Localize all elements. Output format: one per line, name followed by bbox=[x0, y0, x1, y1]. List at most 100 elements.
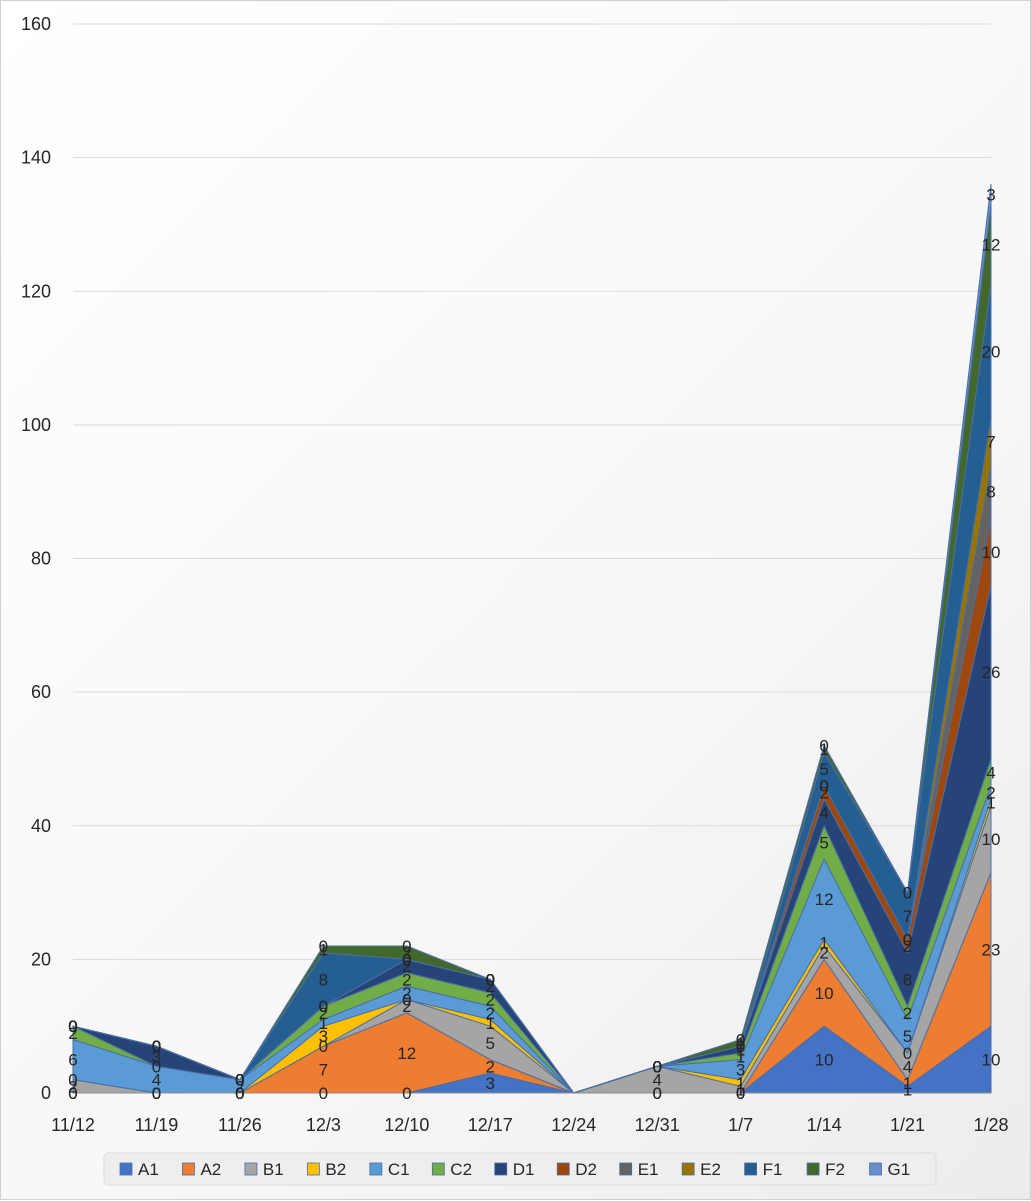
data-label-E1: 0 bbox=[402, 950, 411, 969]
data-label-E2: 0 bbox=[652, 1057, 661, 1076]
data-label-D1: 2 bbox=[486, 977, 495, 996]
legend: A1 A2 B1 B2 C1 C2 D1 D2 E1 E2 F1 F2 G1 bbox=[103, 1152, 937, 1186]
data-label-D1: 0 bbox=[319, 997, 328, 1016]
data-label-C1: 12 bbox=[815, 890, 834, 909]
data-label-F2: 0 bbox=[152, 1037, 161, 1056]
data-label-F1: 0 bbox=[736, 1037, 745, 1056]
data-label-F1: 0 bbox=[152, 1037, 161, 1056]
data-label-D2: 0 bbox=[736, 1037, 745, 1056]
data-label-C1: 5 bbox=[903, 1027, 912, 1046]
x-tick-label: 12/17 bbox=[468, 1115, 513, 1135]
data-label-D2: 10 bbox=[982, 543, 1001, 562]
legend-swatch-F1 bbox=[744, 1162, 758, 1176]
data-label-B1: 0 bbox=[152, 1084, 161, 1103]
data-label-C2: 0 bbox=[235, 1071, 244, 1090]
data-label-G1: 0 bbox=[235, 1071, 244, 1090]
data-label-B2: 3 bbox=[319, 1027, 328, 1046]
data-label-F2: 1 bbox=[319, 940, 328, 959]
data-label-C2: 2 bbox=[903, 1004, 912, 1023]
x-tick-label: 12/10 bbox=[384, 1115, 429, 1135]
x-tick-label: 12/24 bbox=[551, 1115, 596, 1135]
data-label-D1: 8 bbox=[903, 970, 912, 989]
data-label-A1: 0 bbox=[68, 1084, 77, 1103]
data-label-F2: 1 bbox=[736, 1034, 745, 1053]
data-label-F1: 0 bbox=[402, 950, 411, 969]
data-label-E1: 8 bbox=[986, 483, 995, 502]
data-label-E2: 0 bbox=[402, 950, 411, 969]
data-label-G1: 0 bbox=[903, 884, 912, 903]
data-label-F1: 7 bbox=[903, 907, 912, 926]
data-label-A2: 7 bbox=[319, 1061, 328, 1080]
data-label-E1: 0 bbox=[235, 1071, 244, 1090]
legend-swatch-E1 bbox=[619, 1162, 633, 1176]
data-label-G1: 3 bbox=[986, 185, 995, 204]
legend-swatch-A1 bbox=[119, 1162, 133, 1176]
legend-swatch-F2 bbox=[806, 1162, 820, 1176]
data-label-A2: 1 bbox=[903, 1074, 912, 1093]
data-label-G1: 0 bbox=[319, 937, 328, 956]
legend-label-D2: D2 bbox=[575, 1160, 597, 1179]
data-label-C1: 3 bbox=[736, 1061, 745, 1080]
data-label-E1: 0 bbox=[652, 1057, 661, 1076]
data-label-B1: 4 bbox=[903, 1057, 912, 1076]
data-label-A2: 23 bbox=[982, 940, 1001, 959]
data-label-B1: 2 bbox=[402, 997, 411, 1016]
data-label-A2: 0 bbox=[68, 1084, 77, 1103]
data-label-B2: 1 bbox=[819, 934, 828, 953]
data-label-E1: 0 bbox=[68, 1017, 77, 1036]
data-label-E2: 0 bbox=[235, 1071, 244, 1090]
data-label-C1: 2 bbox=[986, 783, 995, 802]
data-label-A2: 0 bbox=[152, 1084, 161, 1103]
data-label-D1: 3 bbox=[152, 1047, 161, 1066]
data-label-E2: 0 bbox=[819, 777, 828, 796]
gridlines bbox=[73, 23, 991, 960]
data-label-B1: 10 bbox=[982, 830, 1001, 849]
data-label-D2: 0 bbox=[652, 1057, 661, 1076]
data-label-F1: 8 bbox=[319, 970, 328, 989]
data-label-G1: 0 bbox=[402, 937, 411, 956]
data-label-G1: 0 bbox=[486, 970, 495, 989]
data-label-B2: 0 bbox=[652, 1057, 661, 1076]
legend-box bbox=[103, 1152, 937, 1186]
x-tick-label: 11/19 bbox=[135, 1115, 179, 1135]
legend-swatch-B1 bbox=[244, 1162, 258, 1176]
legend-label-F1: F1 bbox=[763, 1160, 783, 1179]
data-label-F1: 0 bbox=[486, 970, 495, 989]
data-label-F1: 0 bbox=[68, 1017, 77, 1036]
legend-swatch-A2 bbox=[182, 1162, 195, 1176]
data-label-A2: 10 bbox=[815, 984, 834, 1003]
data-label-E2: 0 bbox=[319, 997, 328, 1016]
data-label-B2: 0 bbox=[903, 1044, 912, 1063]
legend-swatch-B2 bbox=[306, 1162, 320, 1176]
data-label-C2: 1 bbox=[736, 1047, 745, 1066]
data-label-D2: 2 bbox=[819, 783, 828, 802]
legend-label-D1: D1 bbox=[513, 1160, 535, 1179]
data-label-F2: 0 bbox=[68, 1017, 77, 1036]
legend-label-A1: A1 bbox=[138, 1160, 159, 1179]
series-areas bbox=[72, 183, 992, 1094]
data-label-D2: 0 bbox=[152, 1037, 161, 1056]
data-label-D1: 4 bbox=[819, 803, 828, 822]
data-label-G1: 0 bbox=[652, 1057, 661, 1076]
data-label-E1: 0 bbox=[903, 930, 912, 949]
x-tick-label: 1/28 bbox=[973, 1115, 1008, 1135]
data-label-A2: 0 bbox=[736, 1084, 745, 1103]
data-label-C1: 2 bbox=[235, 1077, 244, 1096]
y-tick-label: 80 bbox=[31, 549, 51, 569]
data-label-A1: 0 bbox=[736, 1084, 745, 1103]
data-label-D2: 0 bbox=[235, 1071, 244, 1090]
data-label-C2: 0 bbox=[652, 1057, 661, 1076]
legend-label-B2: B2 bbox=[325, 1160, 346, 1179]
data-label-C2: 2 bbox=[68, 1024, 77, 1043]
legend-swatch-G1 bbox=[869, 1162, 882, 1176]
y-tick-label: 160 bbox=[21, 14, 51, 34]
data-label-C1: 4 bbox=[152, 1071, 161, 1090]
data-label-A1: 1 bbox=[903, 1081, 912, 1100]
data-label-F2: 0 bbox=[235, 1071, 244, 1090]
legend-swatch-C2 bbox=[431, 1162, 445, 1176]
legend-swatch-E2 bbox=[681, 1162, 695, 1176]
data-label-C2: 4 bbox=[986, 763, 995, 782]
